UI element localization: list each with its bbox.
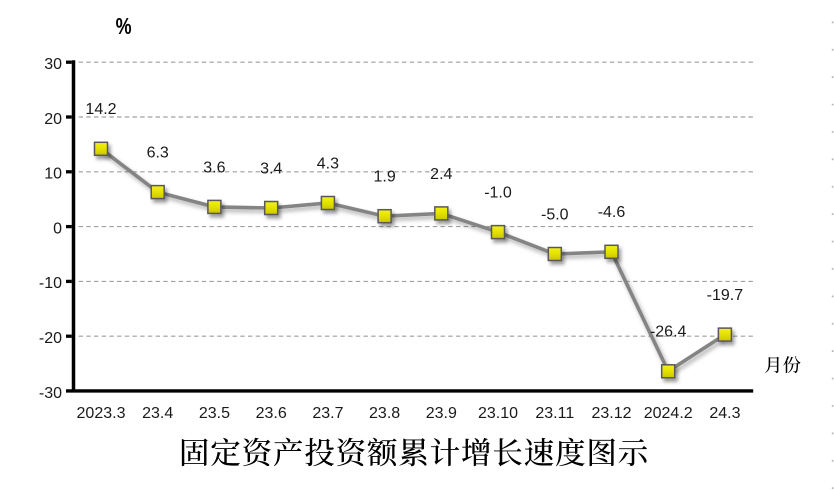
svg-text:-5.0: -5.0 [541, 206, 569, 223]
svg-text:14.2: 14.2 [85, 101, 116, 118]
svg-text:30: 30 [44, 56, 62, 73]
svg-text:-19.7: -19.7 [707, 287, 744, 304]
svg-text:4.3: 4.3 [317, 155, 339, 172]
svg-text:2024.2: 2024.2 [644, 405, 693, 422]
svg-text:0: 0 [53, 220, 62, 237]
svg-text:20: 20 [44, 111, 62, 128]
svg-text:23.4: 23.4 [142, 405, 173, 422]
svg-text:-20: -20 [39, 330, 62, 347]
svg-text:-30: -30 [39, 385, 62, 402]
svg-text:23.5: 23.5 [199, 405, 230, 422]
svg-text:-4.6: -4.6 [598, 204, 626, 221]
svg-text:23.9: 23.9 [426, 405, 457, 422]
svg-text:23.7: 23.7 [312, 405, 343, 422]
svg-text:23.10: 23.10 [478, 405, 518, 422]
svg-text:3.4: 3.4 [260, 160, 282, 177]
svg-text:-1.0: -1.0 [484, 185, 512, 202]
svg-text:-10: -10 [39, 275, 62, 292]
svg-text:-26.4: -26.4 [650, 324, 687, 341]
svg-text:23.8: 23.8 [369, 405, 400, 422]
svg-text:3.6: 3.6 [203, 159, 225, 176]
svg-text:6.3: 6.3 [147, 145, 169, 162]
svg-text:2023.3: 2023.3 [77, 405, 126, 422]
svg-text:23.6: 23.6 [256, 405, 287, 422]
svg-text:1.9: 1.9 [373, 169, 395, 186]
svg-text:2.4: 2.4 [430, 166, 452, 183]
svg-text:10: 10 [44, 166, 62, 183]
svg-text:24.3: 24.3 [709, 405, 740, 422]
svg-text:23.11: 23.11 [535, 405, 574, 422]
svg-text:23.12: 23.12 [591, 405, 631, 422]
svg-text:%: % [116, 14, 132, 40]
